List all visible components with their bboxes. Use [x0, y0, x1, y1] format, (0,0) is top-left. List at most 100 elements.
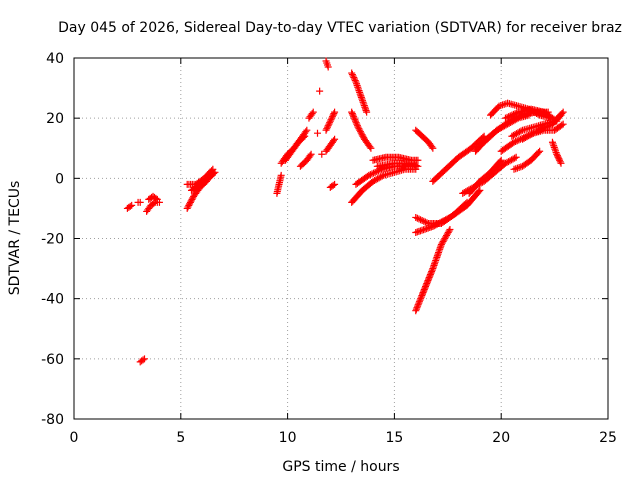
data-point-track	[515, 164, 523, 172]
data-point-track	[412, 162, 420, 170]
y-tick-label: 20	[46, 111, 64, 127]
data-point-track	[351, 116, 359, 124]
data-point-track	[139, 356, 147, 364]
data-point-track	[512, 130, 520, 138]
data-point-track	[351, 77, 359, 85]
data-point	[318, 150, 326, 158]
data-marks	[123, 57, 567, 366]
data-point-track	[126, 202, 134, 210]
data-point-track	[371, 176, 379, 184]
data-point-track	[187, 197, 195, 205]
data-point-track	[439, 238, 447, 246]
data-point-track	[422, 283, 430, 291]
data-point-track	[210, 170, 218, 178]
data-point-track	[550, 143, 558, 151]
data-point-track	[378, 172, 386, 180]
data-point-track	[500, 100, 508, 108]
data-point-track	[509, 131, 517, 139]
data-point-track	[306, 152, 314, 160]
data-point-track	[348, 71, 356, 79]
data-point	[559, 120, 567, 128]
data-point-track	[355, 87, 363, 95]
data-point-track	[534, 149, 542, 157]
data-point	[331, 135, 339, 143]
data-point-track	[353, 120, 361, 128]
data-point-track	[418, 290, 426, 298]
data-point	[437, 241, 445, 249]
data-point	[324, 63, 332, 71]
data-point-track	[522, 134, 530, 142]
data-point-track	[354, 85, 362, 93]
data-point-track	[525, 132, 533, 140]
data-point	[140, 355, 148, 363]
data-point-track	[425, 275, 433, 283]
data-point-track	[417, 295, 425, 303]
x-tick-labels: 0 5 10 15 20 25	[70, 430, 617, 446]
data-point-track	[370, 169, 378, 177]
data-point-track	[422, 281, 430, 289]
data-point-track	[366, 171, 374, 179]
data-point-track	[188, 195, 196, 203]
data-point-track	[348, 110, 356, 118]
data-point-track	[425, 274, 433, 282]
data-point	[301, 132, 309, 140]
data-point-track	[503, 113, 511, 121]
data-point-track	[415, 298, 423, 306]
data-point	[183, 204, 191, 212]
data-point	[322, 126, 330, 134]
data-point-track	[414, 302, 422, 310]
data-point-track	[350, 113, 358, 121]
data-point-track	[426, 272, 434, 280]
x-tick-label: 15	[385, 430, 403, 446]
data-point-track	[366, 143, 374, 151]
data-point-track	[415, 215, 423, 223]
data-point-track	[413, 214, 421, 222]
data-point-track	[376, 166, 384, 174]
data-point-track	[423, 219, 431, 227]
data-point	[510, 165, 518, 173]
data-point-track	[552, 149, 560, 157]
data-point-track	[152, 194, 160, 202]
data-point-track	[411, 161, 419, 169]
data-point	[495, 102, 503, 110]
data-point-track	[506, 157, 514, 165]
data-point-track	[444, 228, 452, 236]
data-point	[316, 87, 324, 95]
data-point-track	[556, 158, 564, 166]
data-point-track	[509, 155, 517, 163]
data-point	[536, 147, 544, 155]
data-point-track	[416, 296, 424, 304]
data-point-track	[503, 158, 511, 166]
data-point-track	[420, 217, 428, 225]
y-tick-label: -40	[41, 292, 64, 308]
data-point	[277, 171, 285, 179]
data-point-track	[326, 119, 334, 127]
data-point-track	[514, 129, 522, 137]
data-point-track	[440, 236, 448, 244]
data-point-track	[375, 174, 383, 182]
data-point-track	[442, 233, 450, 241]
y-tick-label: -80	[41, 412, 64, 428]
data-point-track	[428, 266, 436, 274]
data-point-track	[412, 305, 420, 313]
data-point-track	[356, 88, 364, 96]
data-point	[446, 225, 454, 233]
data-point-track	[513, 109, 521, 117]
data-point-track	[327, 116, 335, 124]
data-point-track	[374, 167, 382, 175]
data-point-track	[552, 147, 560, 155]
data-point-track	[550, 142, 558, 150]
data-point-track	[357, 129, 365, 137]
data-point-track	[328, 114, 336, 122]
x-tick-label: 10	[279, 430, 297, 446]
data-point-track	[359, 132, 367, 140]
data-point	[557, 159, 565, 167]
data-point-track	[511, 110, 519, 118]
data-point	[314, 129, 322, 137]
data-point-track	[423, 278, 431, 286]
data-point-track	[508, 156, 516, 164]
data-point-track	[421, 218, 429, 226]
data-point-track	[184, 203, 192, 211]
data-point-track	[512, 137, 520, 145]
data-point-track	[354, 83, 362, 91]
